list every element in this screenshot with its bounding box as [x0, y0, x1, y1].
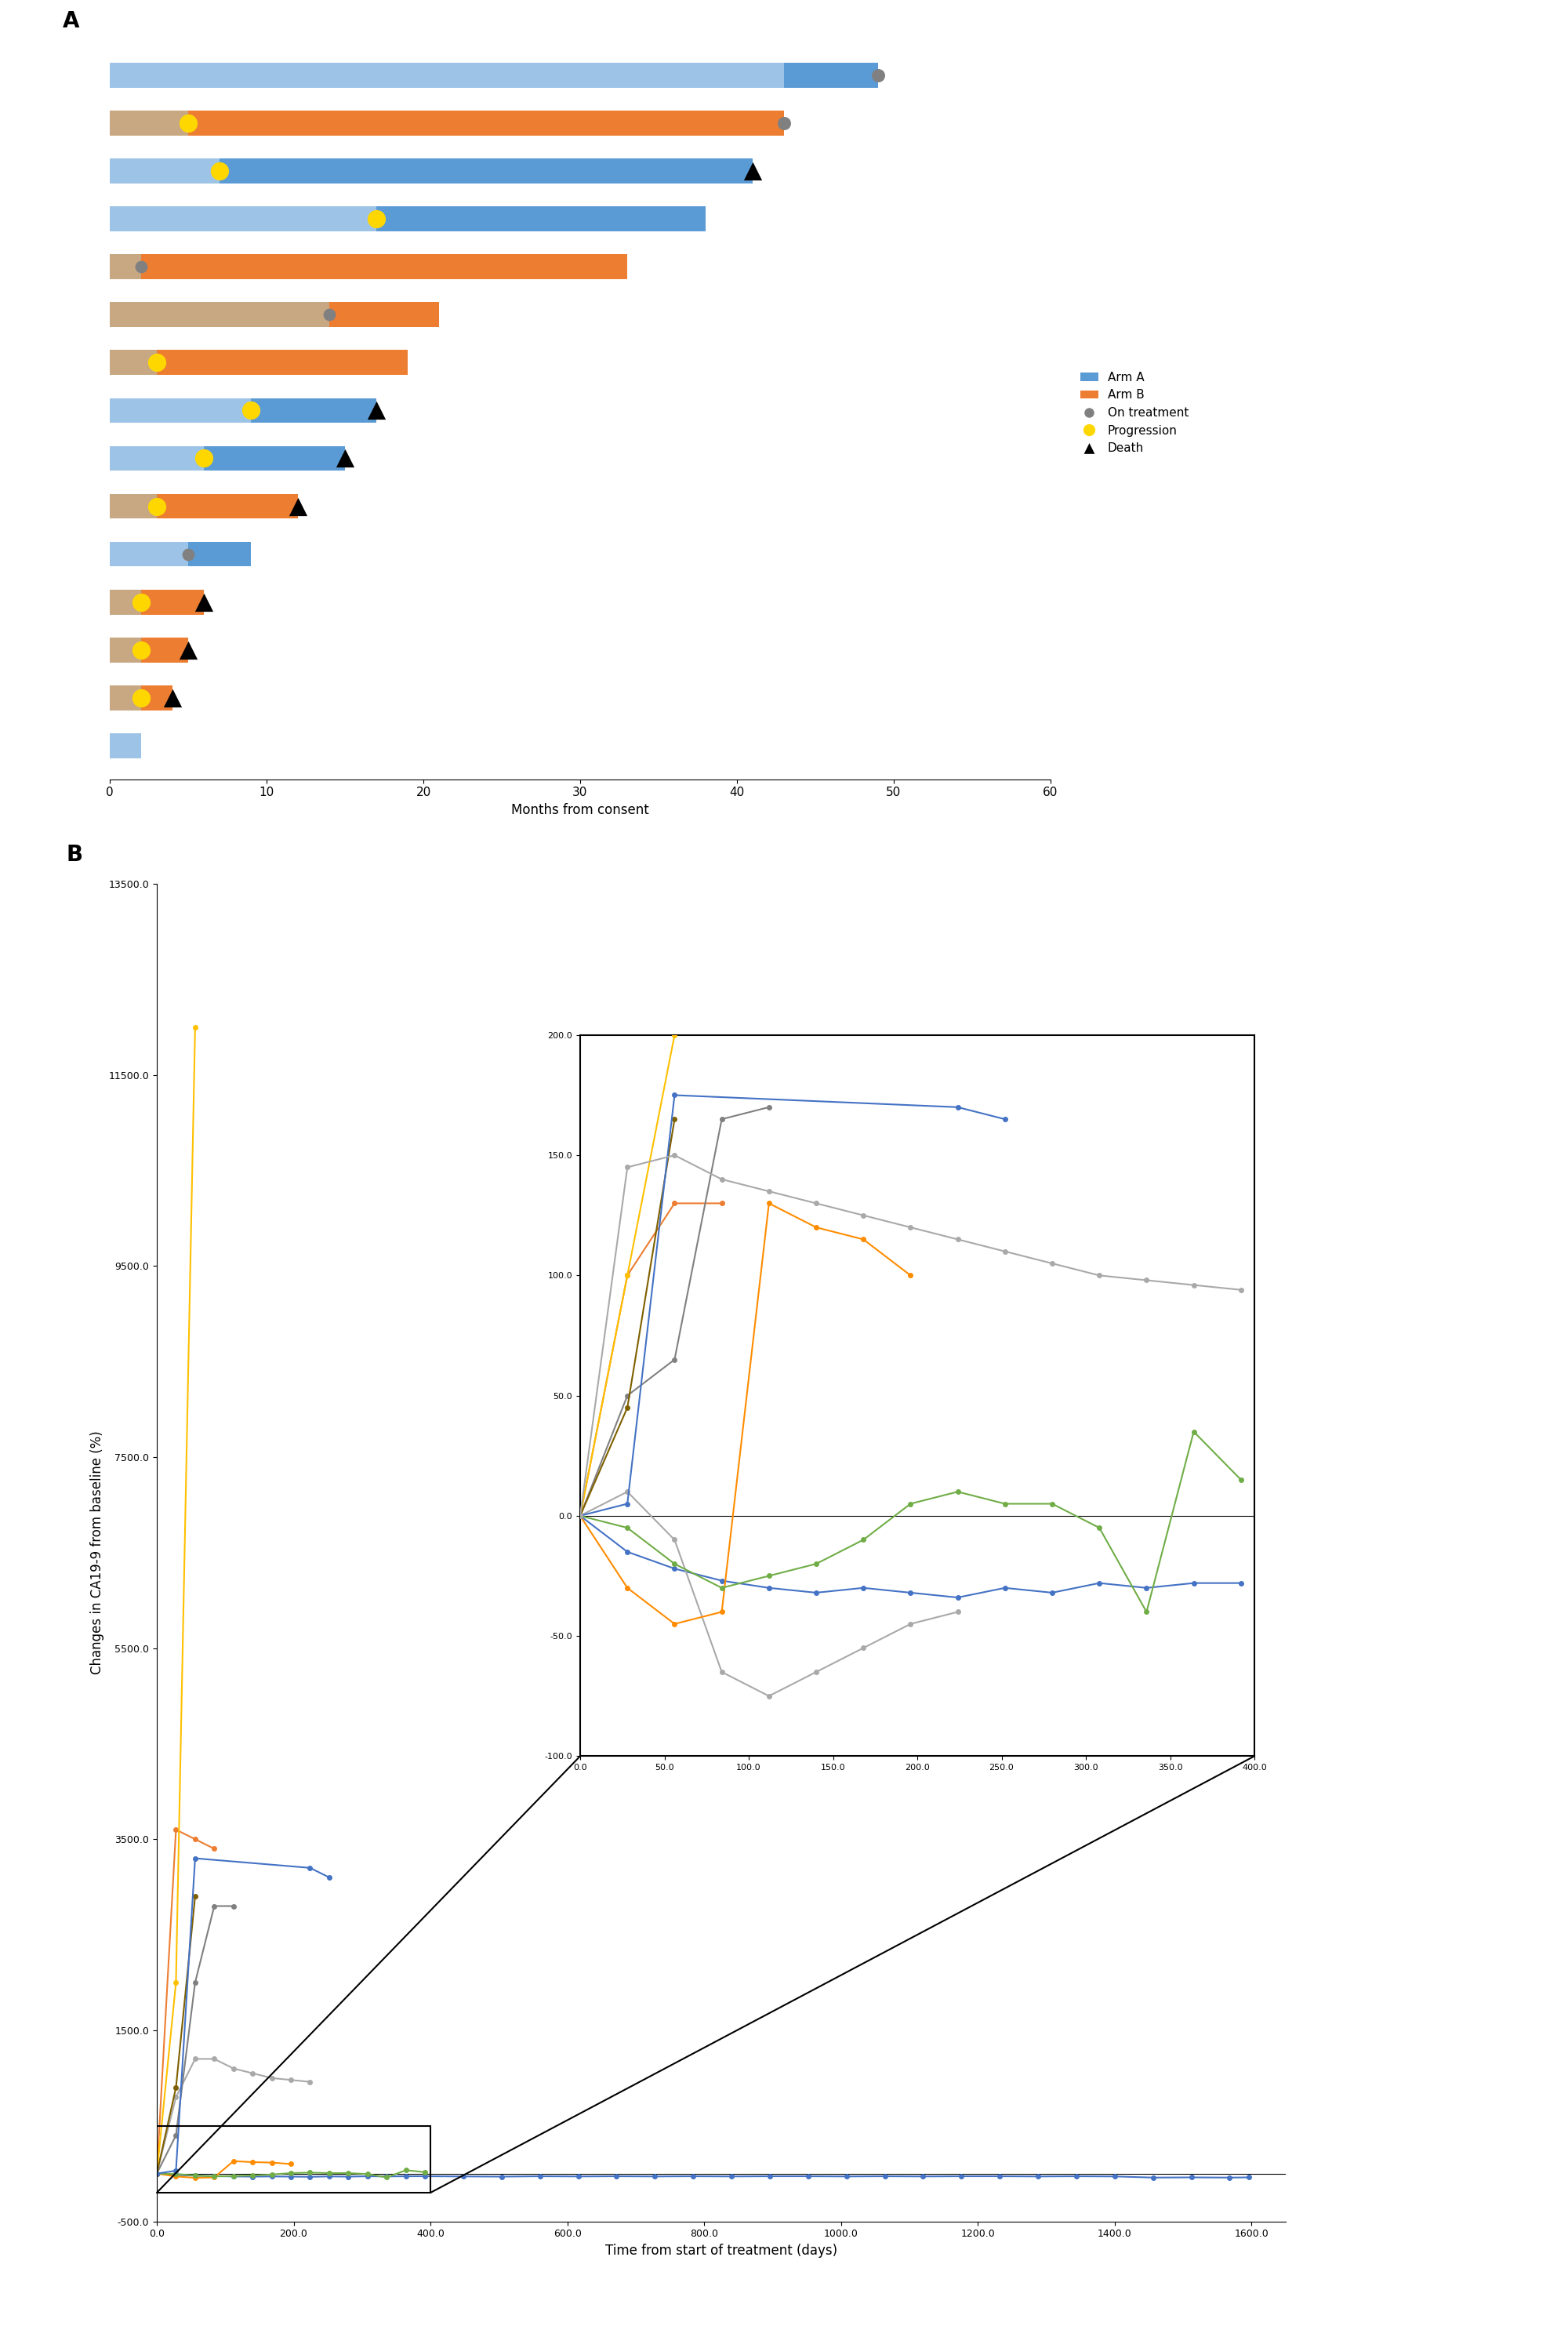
Y-axis label: Changes in CA19-9 from baseline (%): Changes in CA19-9 from baseline (%) [89, 1430, 103, 1675]
Bar [141, 254, 627, 279]
Bar [110, 542, 188, 568]
Bar [110, 302, 329, 328]
Point [160, 679, 185, 716]
Bar [204, 447, 345, 470]
Bar [110, 63, 784, 88]
Bar [141, 588, 204, 614]
Bar [110, 112, 188, 135]
Point [129, 630, 154, 668]
Bar [157, 351, 408, 374]
Point [144, 344, 169, 381]
X-axis label: Time from start of treatment (days): Time from start of treatment (days) [605, 2245, 837, 2259]
Bar [110, 254, 141, 279]
Bar [784, 63, 878, 88]
X-axis label: Months from consent: Months from consent [511, 802, 649, 816]
Point [866, 56, 891, 93]
Point [317, 295, 342, 333]
Text: A: A [63, 9, 80, 33]
Bar [157, 2126, 431, 2193]
Point [207, 154, 232, 191]
Point [191, 440, 216, 477]
Bar [329, 302, 439, 328]
Point [129, 679, 154, 716]
Bar [110, 158, 220, 184]
Point [176, 535, 201, 572]
Bar [110, 207, 376, 230]
Legend: Arm A, Arm B, On treatment, Progression, Death: Arm A, Arm B, On treatment, Progression,… [1076, 368, 1193, 458]
Bar [110, 493, 157, 519]
Point [740, 154, 765, 191]
Text: B: B [66, 844, 83, 865]
Point [129, 584, 154, 621]
Bar [188, 112, 784, 135]
Bar [110, 398, 251, 423]
Point [771, 105, 797, 142]
Point [176, 630, 201, 668]
Bar [110, 686, 141, 709]
Point [285, 488, 310, 526]
Point [191, 584, 216, 621]
Point [176, 105, 201, 142]
Point [238, 391, 263, 428]
Bar [141, 637, 188, 663]
Bar [110, 733, 141, 758]
Point [129, 249, 154, 286]
Bar [110, 637, 141, 663]
Bar [220, 158, 753, 184]
Bar [251, 398, 376, 423]
Point [364, 391, 389, 428]
Point [364, 200, 389, 237]
Bar [157, 493, 298, 519]
Bar [110, 588, 141, 614]
Bar [188, 542, 251, 568]
Bar [110, 351, 157, 374]
Point [144, 488, 169, 526]
Bar [376, 207, 706, 230]
Bar [141, 686, 172, 709]
Bar [110, 447, 204, 470]
Point [332, 440, 358, 477]
